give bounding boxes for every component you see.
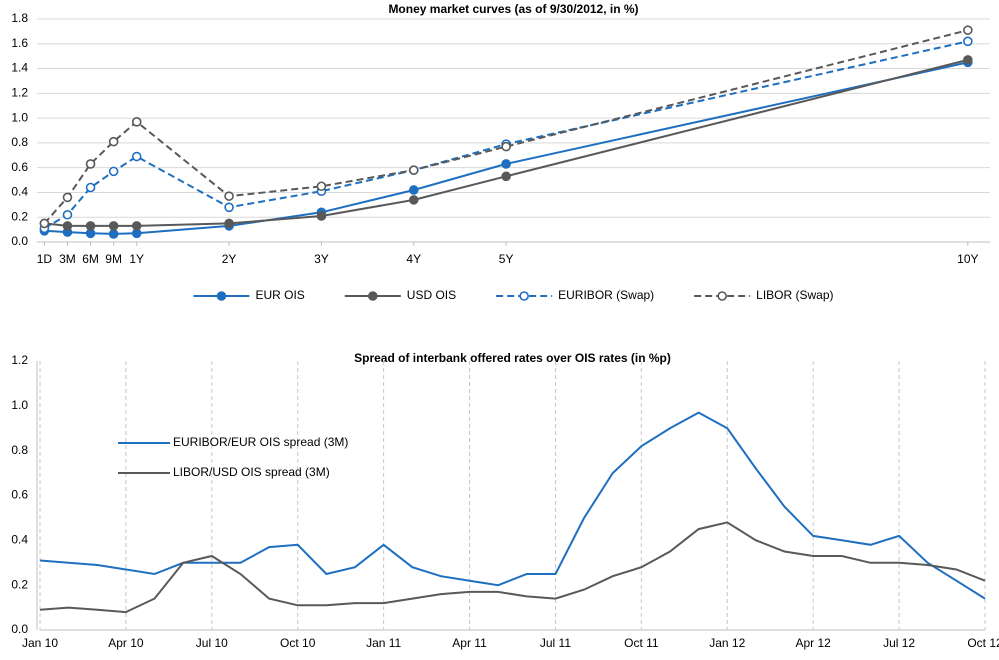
x-tick-label: Oct 11 xyxy=(624,636,659,650)
series-line xyxy=(44,58,969,227)
legend-label: USD OIS xyxy=(407,288,456,302)
y-tick-label: 0.6 xyxy=(11,160,28,174)
point xyxy=(408,185,419,195)
legend-marker xyxy=(216,291,227,301)
point xyxy=(85,221,96,231)
x-tick-label: Apr 12 xyxy=(796,636,832,650)
legend-label: EURIBOR (Swap) xyxy=(558,288,654,302)
x-tick-label: Apr 10 xyxy=(108,636,144,650)
legend-marker xyxy=(717,291,727,301)
x-tick-label: 9M xyxy=(105,252,122,266)
y-tick-label: 0.6 xyxy=(11,488,28,502)
point xyxy=(963,25,973,35)
point xyxy=(963,55,973,65)
y-tick-label: 0.8 xyxy=(11,135,28,149)
x-tick-label: 5Y xyxy=(499,252,514,266)
y-tick-label: 0.0 xyxy=(11,622,28,636)
series-line xyxy=(39,411,986,600)
point xyxy=(108,229,119,239)
point xyxy=(39,218,50,229)
y-tick-label: 0.2 xyxy=(11,577,28,591)
series-line xyxy=(43,29,969,225)
series-line xyxy=(44,61,969,235)
point xyxy=(963,36,973,47)
point xyxy=(131,117,142,127)
x-tick-label: 1D xyxy=(37,252,53,266)
x-tick-label: Jan 10 xyxy=(22,636,58,650)
y-tick-label: 0.4 xyxy=(11,185,28,199)
x-tick-label: 2Y xyxy=(222,252,237,266)
point xyxy=(131,221,142,231)
y-tick-label: 0.8 xyxy=(11,443,28,457)
legend-label: EURIBOR/EUR OIS spread (3M) xyxy=(173,435,348,449)
x-tick-label: 3M xyxy=(59,252,76,266)
x-tick-label: Jan 12 xyxy=(709,636,745,650)
chart-title: Money market curves (as of 9/30/2012, in… xyxy=(388,2,638,16)
point xyxy=(85,182,96,193)
y-tick-label: 1.2 xyxy=(11,86,28,100)
point xyxy=(316,181,327,192)
x-tick-label: Oct 10 xyxy=(280,636,316,650)
point xyxy=(108,166,119,177)
x-tick-label: 10Y xyxy=(957,252,978,266)
point xyxy=(85,159,96,169)
x-tick-label: 4Y xyxy=(406,252,421,266)
y-tick-label: 0.4 xyxy=(11,533,28,547)
point xyxy=(108,221,119,231)
y-tick-label: 1.0 xyxy=(11,398,28,412)
y-tick-label: 1.6 xyxy=(11,36,28,50)
series-line xyxy=(39,521,986,614)
point xyxy=(224,218,234,229)
legend-marker xyxy=(519,291,529,301)
x-tick-label: Oct 12 xyxy=(967,636,999,650)
legend-label: EUR OIS xyxy=(255,288,304,302)
point xyxy=(108,136,119,147)
x-tick-label: Apr 11 xyxy=(452,636,487,650)
x-tick-label: 3Y xyxy=(314,252,329,266)
x-tick-label: Jul 11 xyxy=(540,636,571,650)
y-tick-label: 1.4 xyxy=(11,61,28,75)
point xyxy=(224,202,234,213)
y-tick-label: 1.2 xyxy=(11,353,28,367)
legend-label: LIBOR/USD OIS spread (3M) xyxy=(173,465,330,479)
point xyxy=(62,209,73,220)
x-tick-label: 6M xyxy=(82,252,99,266)
legend-marker xyxy=(368,291,378,301)
x-tick-label: Jan 11 xyxy=(366,636,401,650)
y-tick-label: 1.8 xyxy=(11,11,28,25)
point xyxy=(62,221,73,231)
chart-title: Spread of interbank offered rates over O… xyxy=(354,351,671,365)
y-tick-label: 0.2 xyxy=(11,209,28,223)
point xyxy=(501,141,511,152)
x-tick-label: Jul 10 xyxy=(196,636,228,650)
point xyxy=(408,195,419,205)
legend-label: LIBOR (Swap) xyxy=(756,288,833,302)
point xyxy=(131,151,142,162)
point xyxy=(224,191,234,201)
series-line xyxy=(43,40,969,230)
point xyxy=(62,192,73,203)
x-tick-label: 1Y xyxy=(129,252,144,266)
y-tick-label: 0.0 xyxy=(11,234,28,248)
point xyxy=(501,159,511,169)
x-tick-label: Jul 12 xyxy=(883,636,915,650)
y-tick-label: 1.0 xyxy=(11,110,28,124)
point xyxy=(316,211,327,221)
point xyxy=(408,165,419,175)
point xyxy=(501,171,511,182)
